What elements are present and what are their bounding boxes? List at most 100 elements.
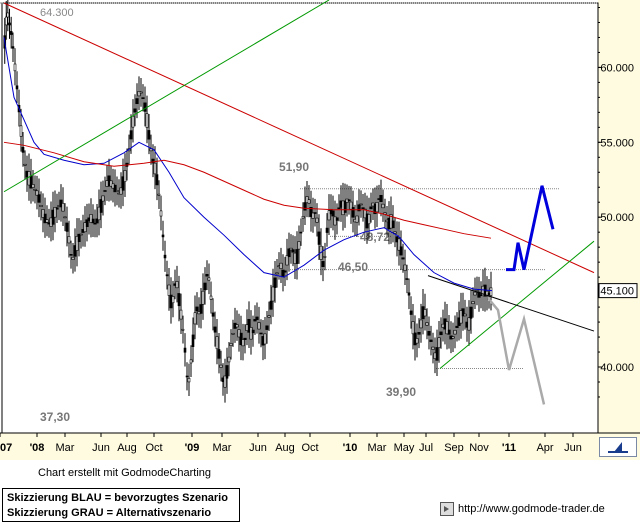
candle-body <box>357 204 361 212</box>
candle-body <box>255 316 259 321</box>
candle-body <box>225 365 229 379</box>
y-tick-label: 55.000 <box>600 137 634 149</box>
x-tick-label: Sep <box>444 442 464 454</box>
candle-body <box>335 217 339 221</box>
candle-body <box>439 331 443 336</box>
candle-body <box>265 325 269 330</box>
candle-body <box>171 296 175 304</box>
moving-average-red <box>3 141 492 239</box>
x-tick-label: Apr <box>536 442 553 454</box>
candle-body <box>419 319 423 329</box>
candle-body <box>379 194 383 202</box>
candle-body <box>257 322 261 330</box>
link-arrow-icon <box>440 502 454 516</box>
candle-body <box>287 248 291 258</box>
x-axis-panel <box>0 433 640 460</box>
candle-body <box>33 188 37 191</box>
candle-body <box>241 339 245 347</box>
candle-body <box>197 311 201 315</box>
level-annotation: 37,30 <box>40 410 70 424</box>
candle-body <box>169 294 173 309</box>
x-tick-label: Oct <box>301 442 318 454</box>
candle-body <box>331 210 335 217</box>
candle-body <box>321 261 325 267</box>
candle-body <box>223 375 227 388</box>
source-url[interactable]: http://www.godmode-trader.de <box>458 502 605 515</box>
candle-body <box>201 290 205 305</box>
candle-body <box>129 130 133 140</box>
candle-body <box>233 322 237 329</box>
candle-body <box>23 163 27 166</box>
x-tick-label: Jul <box>419 442 433 454</box>
level-annotation: 51,90 <box>279 160 309 174</box>
candle-body <box>109 180 113 187</box>
scenario-blue-sketch <box>506 185 555 272</box>
source-link[interactable]: http://www.godmode-trader.de <box>440 502 605 516</box>
candle-body <box>425 322 429 326</box>
x-tick-label: '08 <box>30 442 45 454</box>
candle-body <box>193 312 197 325</box>
candle-body <box>165 274 169 277</box>
y-tick-label: 60.000 <box>600 62 634 74</box>
candle-body <box>11 46 15 49</box>
candle-body <box>463 313 467 317</box>
candle-body <box>151 158 155 164</box>
chart-tool-icon[interactable] <box>599 437 637 457</box>
candle-body <box>53 206 57 218</box>
candle-body <box>311 212 315 219</box>
candle-body <box>99 199 103 213</box>
candle-body <box>349 201 353 210</box>
candle-body <box>239 332 243 346</box>
scenario-legend: Skizzierung BLAU = bevorzugtes Szenario … <box>2 488 240 522</box>
candle-body <box>393 231 397 234</box>
candle-body <box>231 332 235 335</box>
candle-body <box>199 304 203 314</box>
candle-body <box>435 347 439 361</box>
candle-body <box>455 325 459 329</box>
candle-body <box>267 315 271 318</box>
candle-body <box>323 256 327 258</box>
legend-blue-scenario: Skizzierung BLAU = bevorzugtes Szenario <box>7 492 228 504</box>
candle-body <box>45 219 49 223</box>
last-price-label: 45.100 <box>600 286 634 298</box>
candle-body <box>295 249 299 264</box>
candle-body <box>43 213 47 224</box>
candle-body <box>21 146 25 153</box>
legend-gray-scenario: Skizzierung GRAU = Alternativszenario <box>7 507 212 519</box>
candle-body <box>429 339 433 342</box>
candle-body <box>473 291 477 296</box>
candle-body <box>237 329 241 338</box>
candle-body <box>279 262 283 269</box>
x-tick-label: May <box>394 442 415 454</box>
candle-body <box>367 214 371 225</box>
candle-body <box>55 207 59 210</box>
candle-body <box>113 184 117 193</box>
candle-body <box>41 209 45 218</box>
candle-body <box>137 91 141 97</box>
candle-body <box>105 180 109 187</box>
candle-body <box>451 336 455 339</box>
candle-body <box>181 328 185 331</box>
candle-body <box>101 195 105 202</box>
candle-body <box>79 233 83 236</box>
candle-body <box>61 203 65 212</box>
candle-body <box>333 216 337 226</box>
chart-credit: Chart erstellt mit GodmodeCharting <box>38 467 212 479</box>
candle-body <box>291 249 295 253</box>
candle-body <box>91 218 95 224</box>
candle-body <box>97 206 101 221</box>
candle-body <box>119 187 123 195</box>
candle-body <box>397 238 401 251</box>
candle-body <box>313 212 317 214</box>
candle-body <box>15 85 19 90</box>
candle-body <box>361 207 365 209</box>
candle-body <box>249 327 253 340</box>
candle-body <box>75 236 79 251</box>
candle-body <box>283 270 287 273</box>
candle-body <box>269 300 273 310</box>
trendline <box>3 0 330 193</box>
candle-body <box>209 295 213 300</box>
candle-body <box>303 202 307 211</box>
moving-average-blue <box>3 37 493 292</box>
candle-body <box>315 217 319 223</box>
